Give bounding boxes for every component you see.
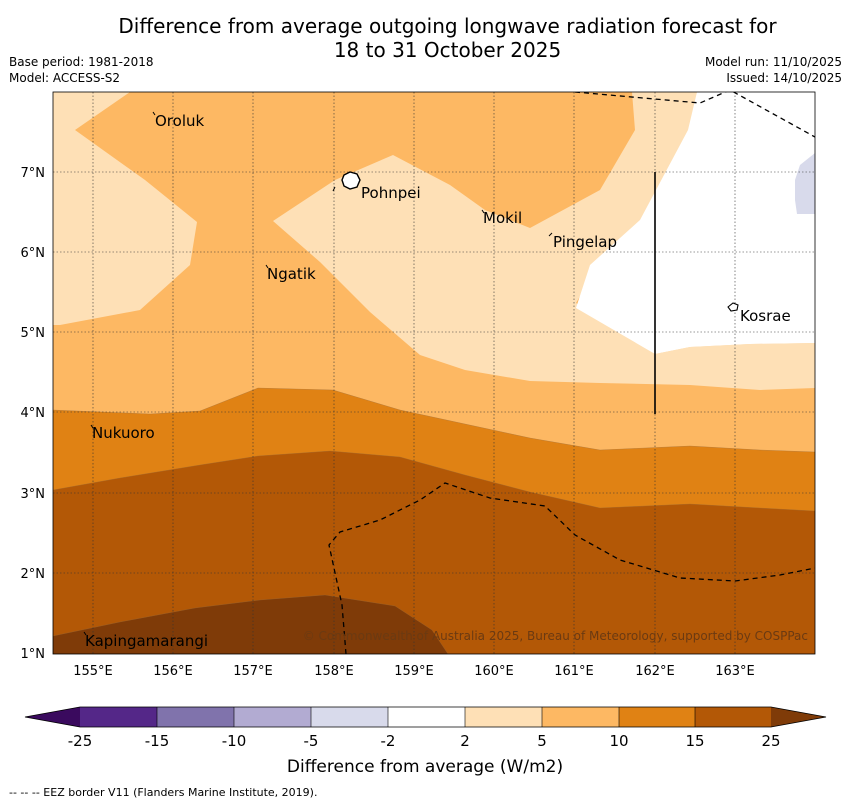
place-label-nukuoro: Nukuoro [92, 424, 155, 442]
lat-label-7n: 7°N [21, 166, 46, 181]
lon-label-163e: 163°E [715, 664, 755, 679]
colorbar-tick-minus-2: -2 [381, 732, 396, 750]
colorbar-tick-minus-25: -25 [68, 732, 93, 750]
base-period: Base period: 1981-2018 [9, 55, 154, 69]
gridlines [53, 92, 815, 654]
lat-label-1n: 1°N [21, 647, 46, 662]
colorbar-tick-minus-5: -5 [304, 732, 319, 750]
place-label-kosrae: Kosrae [740, 307, 791, 325]
colorbar-extend-left [25, 707, 80, 727]
band-above-25 [53, 595, 448, 654]
lat-label-5n: 5°N [21, 326, 46, 341]
lon-label-159e: 159°E [394, 664, 434, 679]
band-minus-5-minus-2 [795, 153, 815, 214]
place-label-mokil: Mokil [483, 209, 522, 227]
colorbar-tick-15: 15 [685, 732, 704, 750]
title-line-1: Difference from average outgoing longwav… [118, 14, 777, 38]
colorbar-tick-minus-15: -15 [145, 732, 170, 750]
lat-label-4n: 4°N [21, 406, 46, 421]
colorbar-segment-6 [465, 707, 542, 727]
colorbar-segment-2 [157, 707, 234, 727]
lon-label-156e: 156°E [153, 664, 193, 679]
colorbar: -25 -15 -10 -5 -2 2 5 10 15 25 Differenc… [24, 706, 827, 777]
eez-borders [328, 92, 815, 654]
lon-label-161e: 161°E [554, 664, 594, 679]
lon-label-157e: 157°E [233, 664, 273, 679]
kosrae-island-shape [727, 302, 739, 312]
colorbar-segment-8 [619, 707, 695, 727]
meta-left: Base period: 1981-2018 Model: ACCESS-S2 [9, 54, 154, 86]
place-label-oroluk: Oroluk [155, 112, 204, 130]
colorbar-segment-1 [80, 707, 157, 727]
title-line-2: 18 to 31 October 2025 [333, 38, 562, 62]
colorbar-tick-minus-10: -10 [222, 732, 247, 750]
lon-label-160e: 160°E [474, 664, 514, 679]
lon-label-162e: 162°E [635, 664, 675, 679]
pohnpei-islet-mark [332, 186, 336, 192]
place-label-pingelap: Pingelap [553, 233, 617, 251]
colorbar-segment-9 [695, 707, 771, 727]
issued-date: Issued: 14/10/2025 [726, 71, 842, 85]
colorbar-segment-7 [542, 707, 619, 727]
model-run: Model run: 11/10/2025 [704, 55, 842, 69]
model-name: Model: ACCESS-S2 [9, 71, 121, 85]
colorbar-tick-25: 25 [761, 732, 780, 750]
meta-right: Model run: 11/10/2025 Issued: 14/10/2025 [705, 54, 842, 86]
lat-label-3n: 3°N [21, 487, 46, 502]
band-2-5-west [53, 92, 197, 325]
band-neutral [576, 92, 815, 354]
colorbar-segment-4 [311, 707, 388, 727]
colorbar-extend-right [771, 707, 826, 727]
lat-label-2n: 2°N [21, 567, 46, 582]
lon-label-158e: 158°E [314, 664, 354, 679]
map-title: Difference from average outgoing longwav… [0, 14, 850, 62]
colorbar-segment-5 [388, 707, 465, 727]
colorbar-title: Difference from average (W/m2) [287, 757, 563, 777]
place-label-pohnpei: Pohnpei [361, 184, 421, 202]
lon-label-155e: 155°E [73, 664, 113, 679]
place-label-ngatik: Ngatik [267, 265, 316, 283]
colorbar-tick-5: 5 [537, 732, 547, 750]
colorbar-tick-10: 10 [609, 732, 628, 750]
colorbar-segment-3 [234, 707, 311, 727]
colorbar-tick-2: 2 [460, 732, 470, 750]
place-label-kapingamarangi: Kapingamarangi [85, 632, 208, 650]
contour-lines [53, 387, 815, 654]
map-frame [52, 91, 816, 655]
lat-label-6n: 6°N [21, 246, 46, 261]
pohnpei-island-shape [341, 171, 361, 190]
map-plot: Oroluk Pohnpei Mokil Pingelap Ngatik Kos… [53, 92, 815, 654]
atoll-markers [83, 111, 553, 636]
footer-note: -- -- -- EEZ border V11 (Flanders Marine… [9, 786, 318, 799]
copyright-text: © Commonwealth of Australia 2025, Bureau… [303, 629, 808, 643]
colorbar-outline [24, 706, 827, 728]
